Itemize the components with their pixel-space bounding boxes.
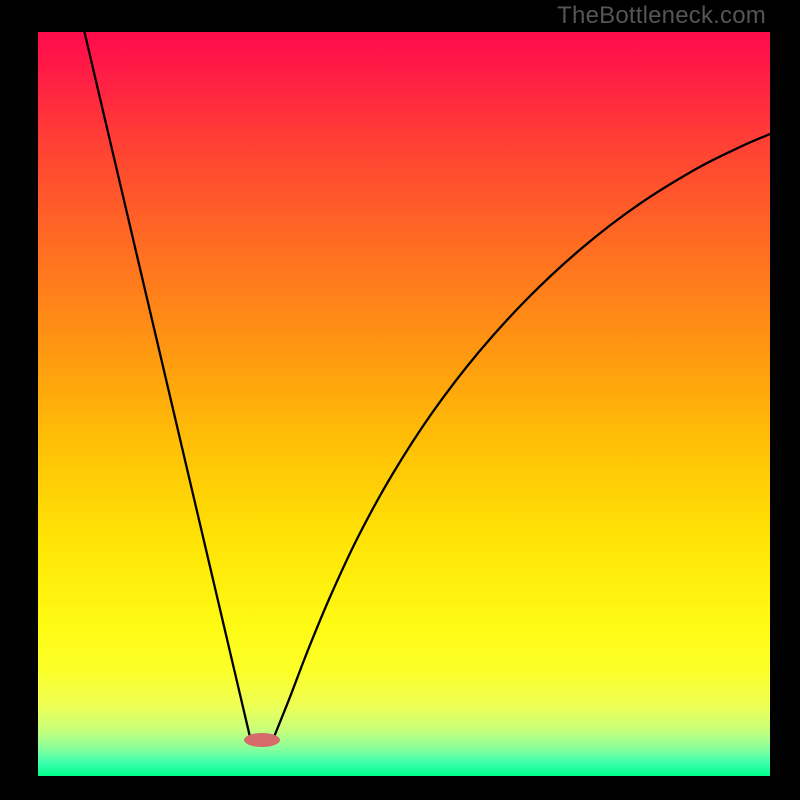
curve-layer [0,0,800,800]
chart-root: TheBottleneck.com [0,0,800,800]
curve-left-branch [84,30,250,737]
curve-right-branch [274,134,770,737]
minimum-marker [244,733,280,747]
